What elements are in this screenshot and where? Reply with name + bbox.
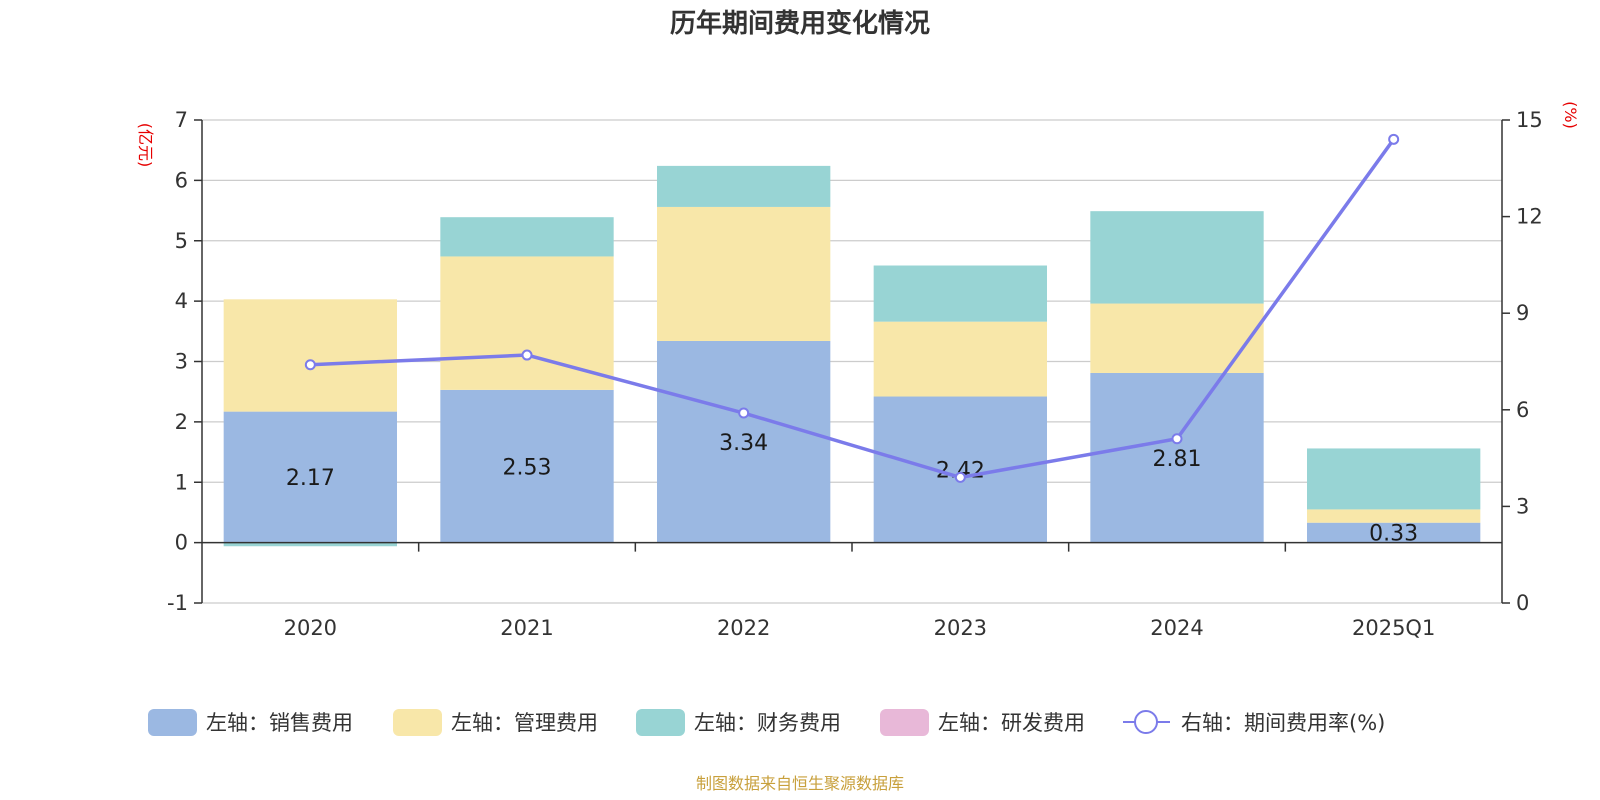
legend-swatch — [636, 709, 685, 736]
left-axis-tick-label: -1 — [167, 591, 188, 615]
bar-segment — [657, 206, 831, 341]
right-axis-tick-label: 12 — [1516, 205, 1543, 229]
right-axis-unit: (%) — [1561, 101, 1580, 129]
rate-line — [310, 138, 1396, 480]
left-axis-unit: (亿元) — [136, 123, 155, 168]
right-axis-tick-label: 9 — [1516, 301, 1529, 325]
bar-segment — [657, 165, 831, 207]
rate-point — [521, 349, 533, 361]
bar-segment — [1307, 448, 1481, 510]
left-axis-tick-label: 0 — [175, 531, 188, 555]
bar-segment — [223, 299, 397, 412]
left-axis-tick-label: 6 — [175, 168, 188, 192]
legend-swatch — [148, 709, 197, 736]
bar-segment — [1307, 522, 1481, 543]
legend: 左轴：销售费用 左轴：管理费用 左轴：财务费用 左轴：研发费用 右轴：期间费用率(%) — [148, 709, 1385, 736]
left-axis-tick-label: 3 — [175, 350, 188, 374]
bar-segment — [440, 217, 614, 257]
left-axis-tick-label: 1 — [175, 470, 188, 494]
bar-segment — [873, 265, 1047, 322]
legend-swatch — [393, 709, 442, 736]
rate-point — [954, 471, 966, 483]
bar-segment — [1090, 211, 1264, 304]
data-label: 2.17 — [286, 466, 335, 491]
rate-point — [304, 359, 316, 371]
source-note: 制图数据来自恒生聚源数据库 — [696, 774, 904, 793]
data-label: 2.53 — [503, 455, 552, 480]
legend-label: 右轴：期间费用率(%) — [1181, 711, 1385, 735]
right-axis-tick-label: 15 — [1516, 108, 1543, 132]
data-label: 3.34 — [719, 431, 768, 456]
legend-swatch — [880, 709, 929, 736]
line-series — [304, 133, 1400, 483]
chart-title: 历年期间费用变化情况 — [670, 8, 930, 39]
data-label: 2.81 — [1153, 447, 1202, 472]
rate-point — [738, 407, 750, 419]
right-axis-tick-label: 3 — [1516, 494, 1529, 518]
data-label: 0.33 — [1369, 522, 1418, 547]
legend-label: 左轴：管理费用 — [451, 711, 598, 735]
left-axis-tick-label: 5 — [175, 229, 188, 253]
bar-segment — [873, 321, 1047, 397]
legend-label: 左轴：研发费用 — [938, 711, 1085, 735]
x-axis-tick-label: 2024 — [1150, 616, 1203, 640]
legend-label: 左轴：销售费用 — [206, 711, 353, 735]
left-axis-tick-label: 2 — [175, 410, 188, 434]
bar-series — [223, 165, 1481, 547]
bar-segment — [1090, 303, 1264, 373]
bar-segment — [1307, 509, 1481, 523]
bar-segment — [440, 256, 614, 390]
right-axis-tick-label: 0 — [1516, 591, 1529, 615]
x-axis-tick-label: 2021 — [500, 616, 553, 640]
right-axis-tick-label: 6 — [1516, 398, 1529, 422]
bar-segment — [223, 411, 397, 543]
bar-segment — [1090, 372, 1264, 543]
legend-marker — [1134, 710, 1158, 734]
bar-segment — [223, 542, 397, 547]
left-axis-tick-label: 4 — [175, 289, 188, 313]
bar-segment — [440, 389, 614, 543]
bar-segment — [873, 396, 1047, 543]
bar-segment — [657, 340, 831, 543]
legend-label: 左轴：财务费用 — [694, 711, 841, 735]
data-labels: 2.17 2.533.342.42 2.810.33 — [286, 431, 1418, 547]
rate-point — [1388, 133, 1400, 145]
x-axis-tick-label: 2025Q1 — [1352, 616, 1435, 640]
x-axis-tick-label: 2022 — [717, 616, 770, 640]
rate-point — [1171, 433, 1183, 445]
left-axis-tick-label: 7 — [175, 108, 188, 132]
x-axis-tick-label: 2020 — [284, 616, 337, 640]
x-axis-tick-label: 2023 — [934, 616, 987, 640]
